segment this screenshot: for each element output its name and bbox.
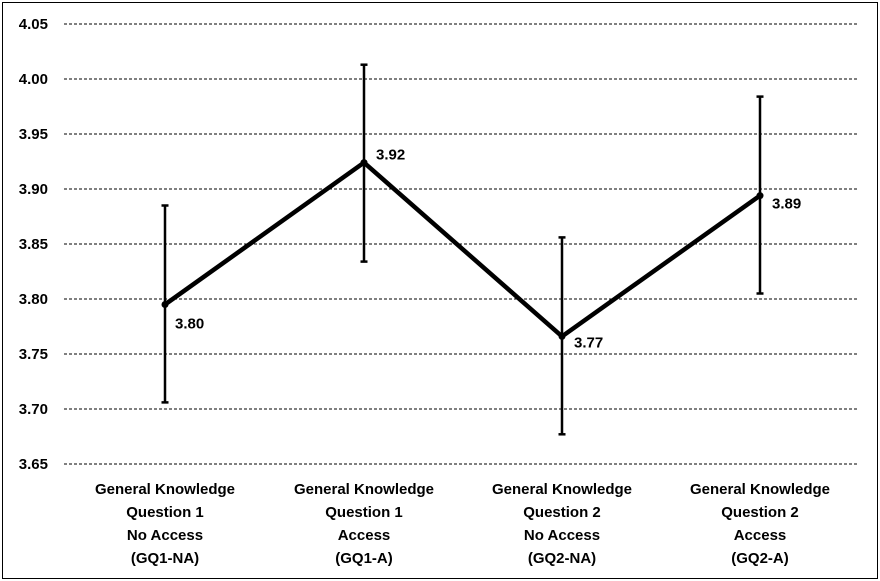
data-point (558, 332, 566, 340)
y-tick-label: 4.00 (19, 71, 48, 88)
x-category-label: Question 1 (126, 504, 204, 521)
y-tick-label: 3.90 (19, 181, 48, 198)
series-line-group (163, 159, 762, 340)
x-category-label: General Knowledge (294, 481, 434, 498)
x-category-label: Access (734, 527, 787, 544)
y-axis-tick-labels: 3.65 3.70 3.75 3.80 3.85 3.90 3.95 4.00 4.05 (19, 16, 48, 473)
x-category-label: Access (338, 527, 391, 544)
data-points (161, 159, 764, 340)
y-tick-label: 3.95 (19, 126, 48, 143)
x-category-label: No Access (524, 527, 600, 544)
x-category-label: (GQ1-NA) (131, 550, 199, 567)
x-category-label: No Access (127, 527, 203, 544)
data-label: 3.92 (376, 147, 405, 164)
y-tick-label: 4.05 (19, 16, 48, 33)
x-axis-category-labels: General Knowledge Question 1 No Access (GQ1… (95, 481, 830, 567)
y-tick-label: 3.70 (19, 401, 48, 418)
data-label: 3.89 (772, 196, 801, 213)
data-label: 3.77 (574, 334, 603, 351)
x-category-label: Question 1 (325, 504, 403, 521)
x-category-label: General Knowledge (492, 481, 632, 498)
x-category-label: (GQ1-A) (335, 550, 393, 567)
y-tick-label: 3.75 (19, 346, 48, 363)
series-line (163, 159, 762, 340)
x-category-label: (GQ2-A) (731, 550, 789, 567)
y-tick-label: 3.80 (19, 291, 48, 308)
y-tick-label: 3.65 (19, 456, 48, 473)
data-label: 3.80 (175, 316, 204, 333)
x-category-label: General Knowledge (95, 481, 235, 498)
data-point (360, 159, 368, 167)
x-category-label: (GQ2-NA) (528, 550, 596, 567)
data-point (161, 301, 169, 308)
data-labels: 3.80 3.92 3.77 3.89 (175, 147, 801, 352)
gridlines (64, 23, 858, 465)
x-category-label: Question 2 (721, 504, 799, 521)
x-category-label: Question 2 (523, 504, 601, 521)
x-category-label: General Knowledge (690, 481, 830, 498)
y-tick-label: 3.85 (19, 236, 48, 253)
data-point (756, 192, 764, 200)
